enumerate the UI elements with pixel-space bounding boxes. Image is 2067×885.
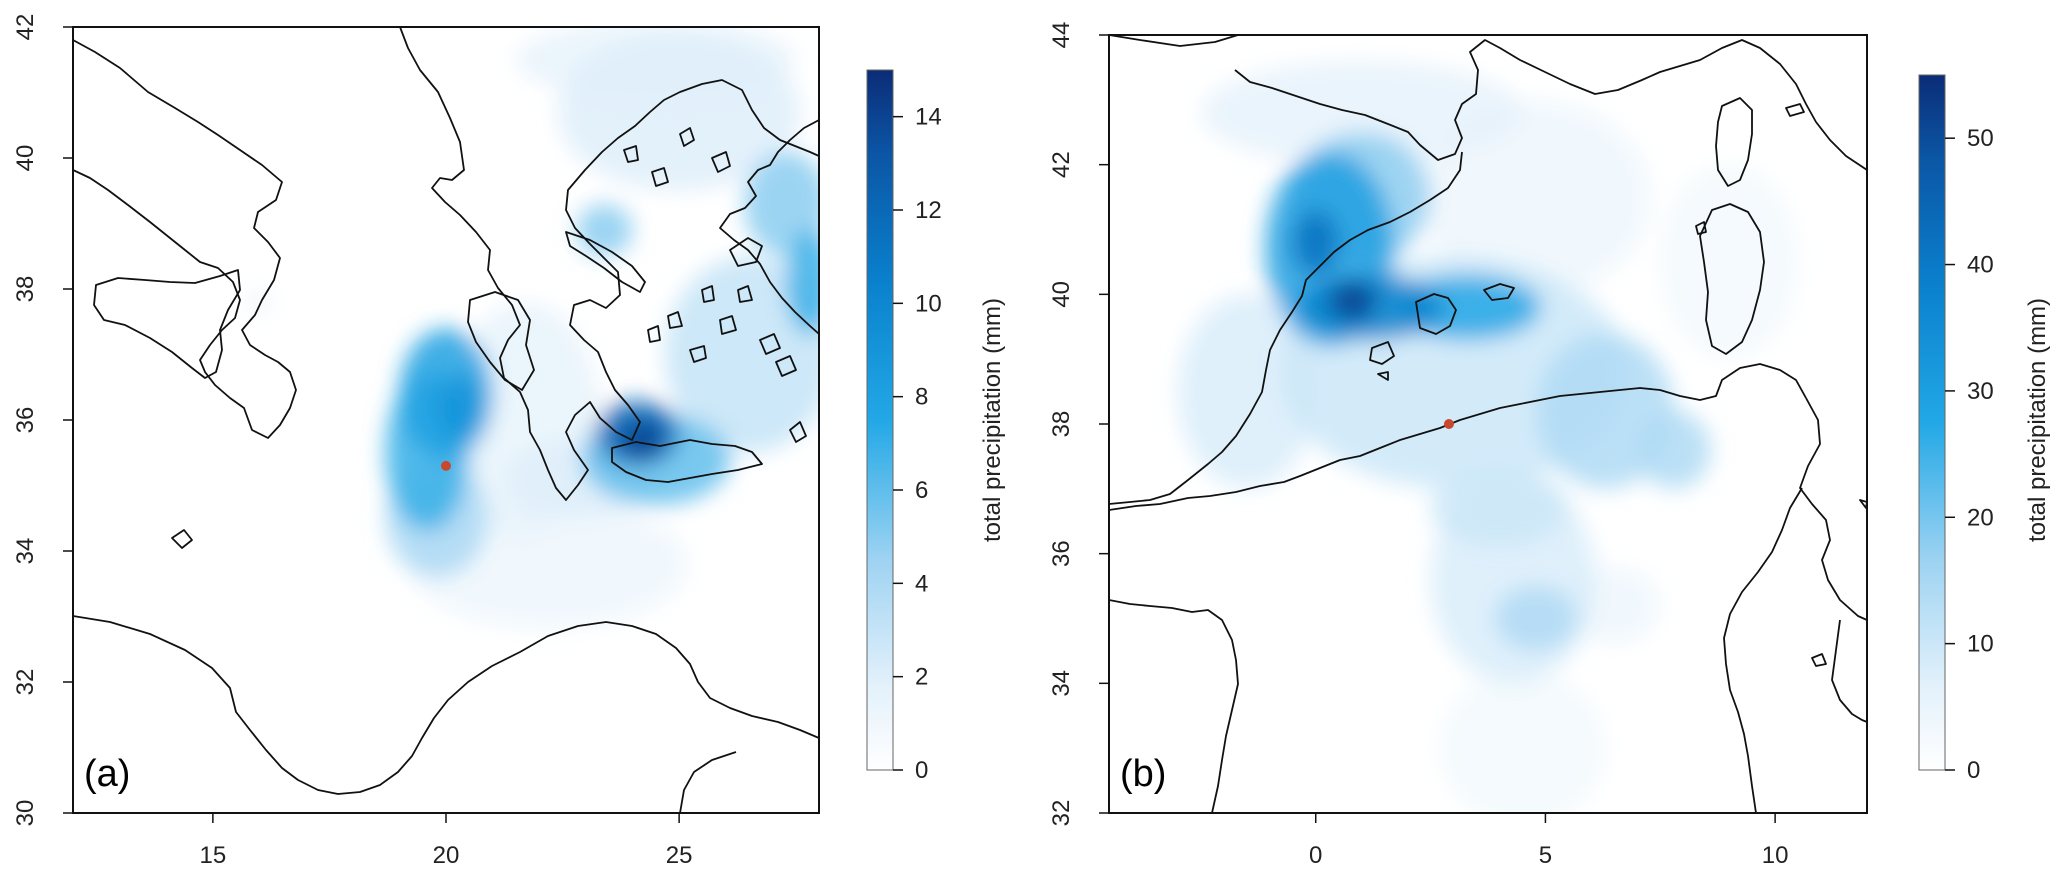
y-tick-label-b-0: 32: [1048, 800, 1075, 827]
precip-cell-b-16: [1292, 210, 1339, 275]
colorbar-tick-label-a-2: 4: [915, 570, 928, 597]
colorbar-tick-label-b-1: 10: [1967, 631, 1994, 658]
y-tick-label-b-5: 42: [1048, 151, 1075, 178]
y-tick-label-b-4: 40: [1048, 281, 1075, 308]
colorbar-tick-label-a-0: 0: [915, 757, 928, 784]
x-tick-label-a-0: 15: [200, 842, 227, 869]
precip-cell-a-1: [245, 289, 274, 316]
y-tick-label-b-2: 36: [1048, 540, 1075, 567]
event-location-marker-a: [441, 460, 451, 471]
colorbar-tick-label-a-1: 2: [915, 664, 928, 691]
colorbar-tick-label-b-4: 40: [1967, 252, 1994, 279]
colorbar-ticks-b: 0 10 20 30 40 50: [1945, 125, 1994, 784]
axes-a: 15 20 25 30 32 34 36 38 40 42: [12, 14, 692, 869]
y-tick-label-a-5: 40: [12, 145, 39, 172]
precip-cell-a-6: [665, 256, 819, 453]
panel-b: (b) 0 5 10 32 34 36 38 40 42 44 0 10 20 30 40 50 total…: [1048, 22, 2051, 869]
precip-cell-b-17: [1329, 281, 1376, 321]
precip-cell-b-0: [1660, 164, 1799, 360]
precipitation-field-a: [245, 27, 819, 630]
precip-cell-b-2: [1421, 99, 1652, 295]
precip-cell-a-9: [576, 203, 633, 257]
panel-label-a: (a): [84, 753, 130, 795]
colorbar-tick-label-b-0: 0: [1967, 757, 1980, 784]
y-tick-label-b-3: 38: [1048, 411, 1075, 438]
precip-cell-a-16: [620, 420, 663, 460]
colorbar-b: [1918, 74, 1946, 771]
precip-cell-a-5: [557, 33, 801, 191]
y-tick-label-a-3: 36: [12, 407, 39, 434]
precip-cell-a-8: [744, 151, 819, 257]
colorbar-tick-label-a-5: 10: [915, 290, 942, 317]
event-location-marker-b: [1443, 419, 1454, 429]
colorbar-tick-label-a-6: 12: [915, 197, 942, 224]
colorbar-tick-label-b-2: 20: [1967, 504, 1994, 531]
axes-b: 0 5 10 32 34 36 38 40 42 44: [1048, 22, 1788, 869]
precip-cell-a-14: [436, 374, 484, 440]
colorbar-tick-label-a-4: 8: [915, 384, 928, 411]
coastlines-b: [1109, 35, 1867, 813]
y-tick-label-b-1: 34: [1048, 670, 1075, 697]
colorbar-title-a: total precipitation (mm): [979, 298, 1006, 542]
colorbar-tick-label-b-5: 50: [1967, 125, 1994, 152]
panel-a: (a) 15 20 25 30 32 34 36 38 40 42 0 2 4 6 8 10 12 14 tot…: [12, 14, 1006, 869]
precip-cell-b-8: [1430, 469, 1569, 548]
y-tick-label-a-2: 34: [12, 538, 39, 565]
x-tick-label-a-1: 20: [433, 842, 460, 869]
precip-cell-b-1: [1439, 670, 1606, 813]
colorbar-tick-label-b-3: 30: [1967, 378, 1994, 405]
precipitation-field-b: [1177, 60, 1799, 813]
y-tick-label-b-6: 44: [1048, 22, 1075, 49]
precip-cell-a-12: [786, 230, 819, 335]
colorbar-title-b: total precipitation (mm): [2024, 298, 2051, 542]
colorbar-a: [866, 69, 894, 771]
colorbar-ticks-a: 0 2 4 6 8 10 12 14: [893, 104, 942, 784]
precip-cell-b-5: [1177, 294, 1316, 489]
colorbar-tick-label-a-7: 14: [915, 104, 942, 131]
y-tick-label-a-0: 30: [12, 800, 39, 827]
x-tick-label-b-0: 0: [1309, 842, 1322, 869]
x-tick-label-a-2: 25: [666, 842, 693, 869]
precip-cell-b-10: [1637, 411, 1711, 489]
x-tick-label-b-2: 10: [1762, 842, 1789, 869]
y-tick-label-a-1: 32: [12, 669, 39, 696]
colorbar-tick-label-a-3: 6: [915, 477, 928, 504]
panel-label-b: (b): [1120, 753, 1166, 795]
y-tick-label-a-4: 38: [12, 276, 39, 303]
y-tick-label-a-6: 42: [12, 14, 39, 41]
precip-cell-b-11: [1494, 586, 1578, 651]
x-tick-label-b-1: 5: [1539, 842, 1552, 869]
precip-cell-b-4: [1200, 60, 1523, 165]
coastlines-a: [73, 27, 819, 813]
